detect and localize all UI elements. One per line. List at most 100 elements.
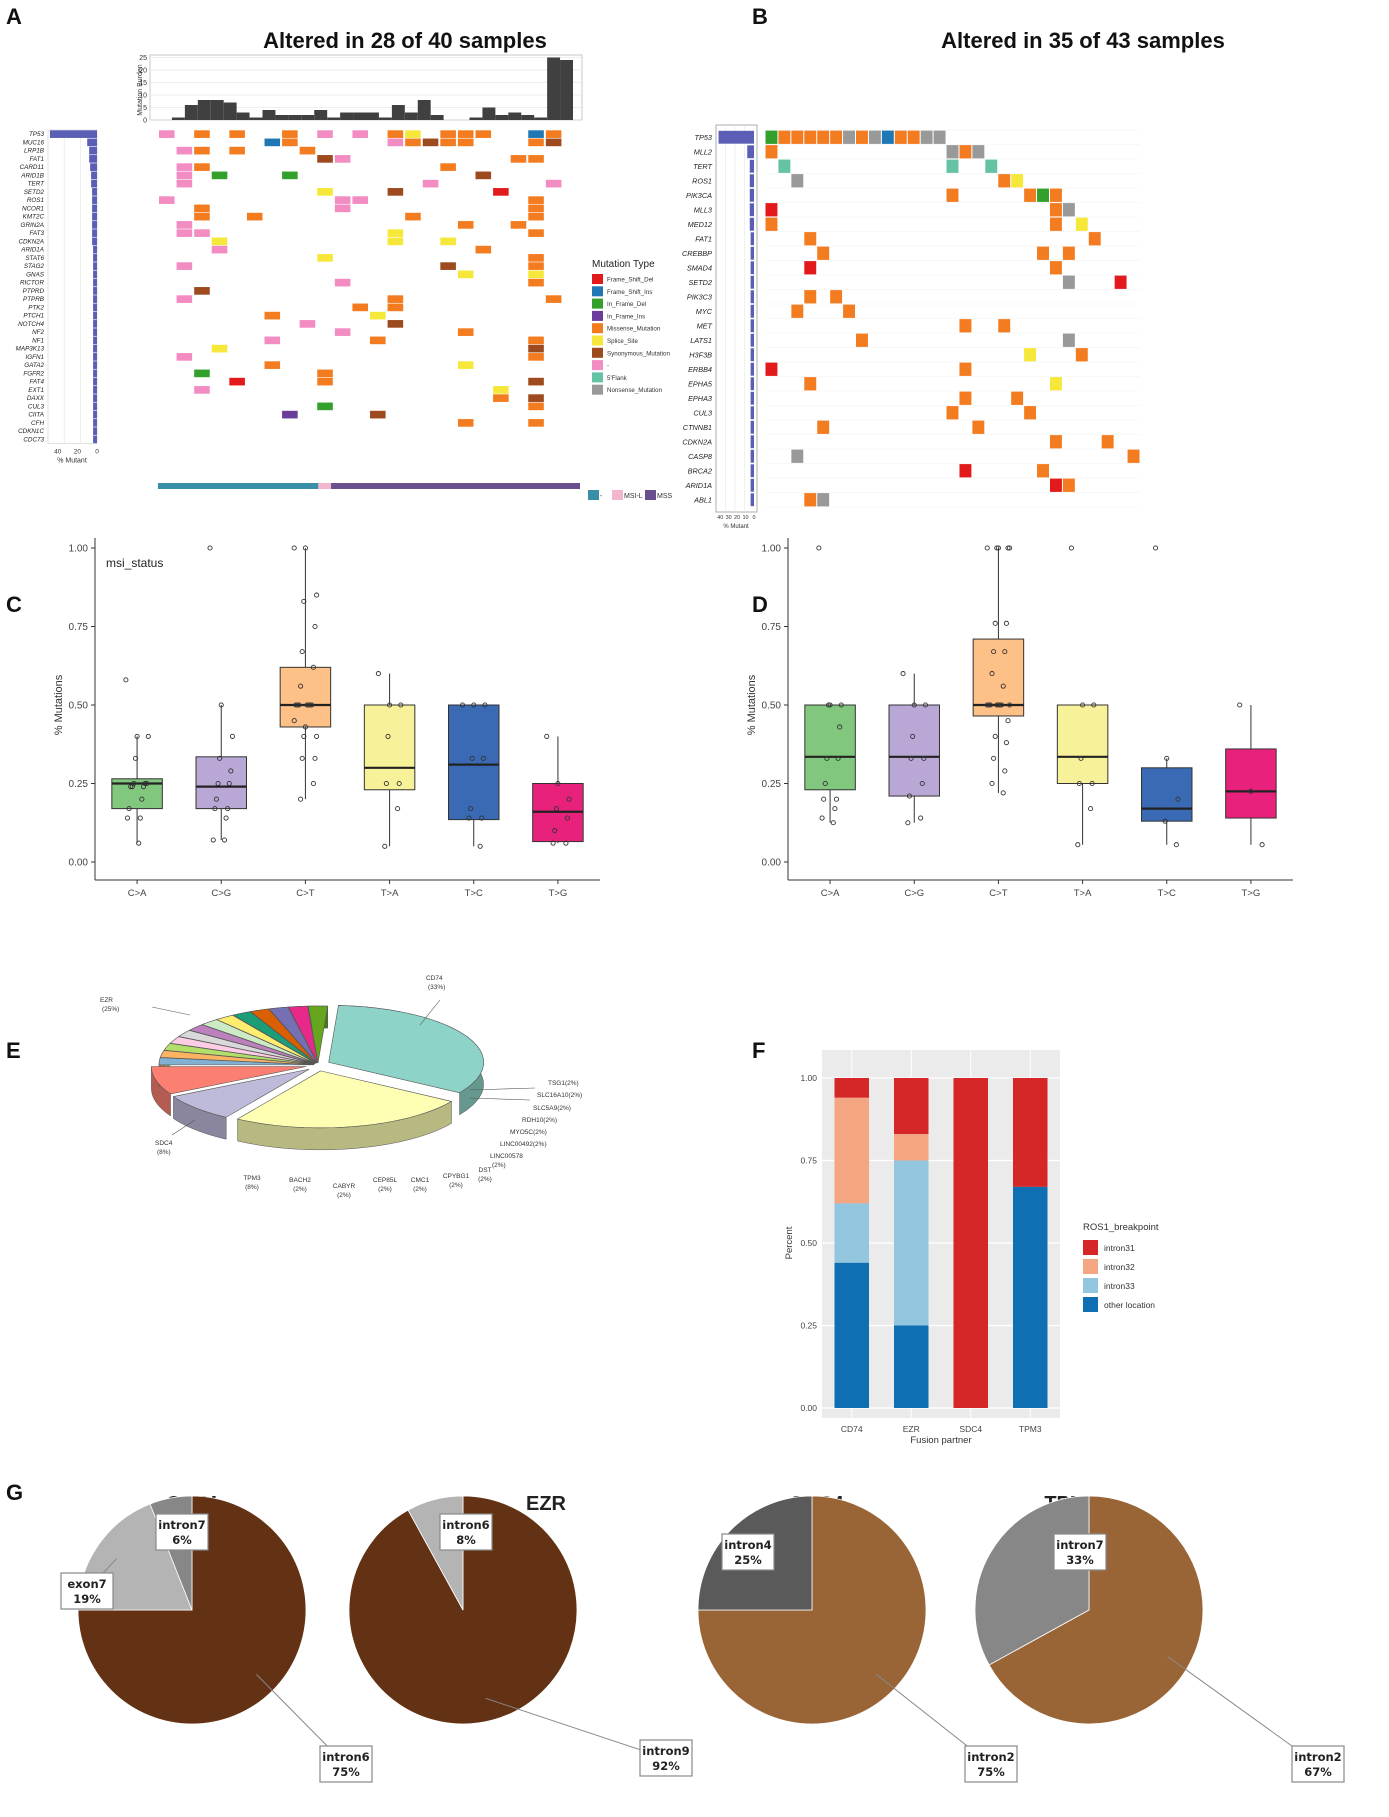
- y-tick-label: 0.25: [69, 779, 89, 790]
- mutation-cell: [765, 203, 778, 217]
- data-point: [918, 815, 924, 821]
- data-point: [1248, 788, 1254, 794]
- data-point: [467, 806, 474, 812]
- gene-label: ABL1: [693, 496, 712, 505]
- gene-label: FAT3: [30, 230, 45, 237]
- bar-segment: [893, 1134, 929, 1161]
- gene-label: CASP8: [688, 452, 713, 461]
- data-point: [482, 702, 488, 708]
- mutation-cell: [194, 369, 210, 378]
- mutation-cell: [545, 179, 562, 188]
- data-point: [212, 806, 218, 812]
- mutation-cell: [334, 204, 351, 213]
- burden-bar: [430, 115, 444, 120]
- mutation-cell: [317, 402, 333, 411]
- gene-label: MYC: [696, 307, 713, 316]
- mutation-cell: [804, 377, 817, 391]
- gene-label: EPHA3: [688, 394, 712, 403]
- panel-label-c: C: [6, 592, 22, 617]
- msi-legend-label: MSS: [657, 493, 673, 500]
- panel-b-percent-chart: 40 30 20 10 0% Mutant: [715, 124, 758, 530]
- burden-tick-label: 25: [139, 55, 147, 62]
- percent-bar: [750, 304, 754, 318]
- data-point: [471, 702, 477, 708]
- pie-label: SDC4: [155, 1140, 173, 1147]
- mutation-cell: [317, 130, 333, 138]
- percent-bar: [750, 420, 754, 434]
- data-point: [128, 784, 134, 790]
- data-point: [994, 702, 1000, 708]
- data-point: [137, 815, 143, 821]
- panel-b-gene-labels: TP53 MLL2 TERT ROS1 PIK3CA MLL3 MED12 FAT1 CREBB…: [682, 133, 713, 505]
- legend-label: In_Frame_Ins: [607, 313, 645, 320]
- pie-label: TPM3: [243, 1175, 261, 1182]
- gene-label: TERT: [28, 181, 45, 188]
- pie-label: CPYBG1: [443, 1173, 470, 1180]
- callout-label: intron4: [724, 1538, 771, 1552]
- data-point: [1078, 755, 1084, 761]
- mutation-cell: [299, 146, 316, 155]
- data-point: [999, 702, 1005, 708]
- data-point: [395, 806, 401, 812]
- x-tick-label: TPM3: [1019, 1424, 1042, 1434]
- data-point: [984, 702, 990, 708]
- mutation-cell: [843, 304, 856, 318]
- data-point: [991, 649, 997, 655]
- mutation-cell: [317, 155, 333, 163]
- percent-bar: [93, 427, 97, 435]
- mutation-cell: [907, 130, 920, 144]
- burden-tick-label: 15: [139, 80, 147, 87]
- percent-bar: [93, 328, 97, 336]
- data-point: [563, 840, 569, 846]
- burden-bar: [353, 112, 366, 120]
- callout-box: [639, 1739, 693, 1777]
- pie-label: MYO5C(2%): [510, 1129, 547, 1136]
- mutation-cell: [1062, 478, 1075, 492]
- mutation-cell: [1049, 203, 1062, 217]
- x-tick-label: EZR: [903, 1424, 920, 1434]
- x-tick-label: C>A: [821, 888, 840, 899]
- pie-slice: [201, 1019, 316, 1064]
- mutation-cell: [229, 377, 245, 386]
- mutation-cell: [791, 449, 804, 463]
- percent-bar: [93, 386, 97, 394]
- panel-label-e: E: [6, 1038, 21, 1063]
- gene-label: LRP1B: [24, 148, 44, 155]
- mutation-cell: [317, 188, 333, 196]
- panel-a-percent-chart: 40 20 0 % Mutant: [47, 129, 99, 465]
- mutation-cell: [972, 145, 985, 159]
- legend-swatch: [1083, 1297, 1098, 1312]
- data-point: [466, 815, 472, 821]
- y-tick-label: 0.50: [762, 701, 782, 712]
- mutation-cell: [334, 196, 351, 204]
- data-point: [136, 840, 142, 846]
- mutation-cell: [475, 245, 492, 254]
- y-tick-label: 0.75: [69, 622, 89, 633]
- data-point: [314, 733, 320, 739]
- percent-bar: [92, 204, 97, 213]
- mutation-cell: [159, 130, 175, 138]
- mutation-cell: [387, 229, 404, 237]
- percent-bar: [750, 333, 754, 347]
- data-point: [906, 793, 913, 799]
- mutation-cell: [387, 303, 404, 312]
- data-point: [922, 702, 929, 708]
- x-tick-label: C>T: [989, 888, 1007, 899]
- percent-bar: [750, 493, 754, 507]
- percent-bar: [49, 130, 97, 138]
- percent-bar: [92, 196, 97, 204]
- percent-tick-label: 20: [734, 515, 740, 521]
- mutation-cell: [959, 464, 972, 478]
- burden-bar: [197, 100, 211, 120]
- data-point: [816, 545, 822, 551]
- percent-bar: [750, 377, 754, 391]
- percent-bar: [93, 344, 97, 353]
- gene-label: CUL3: [28, 403, 45, 410]
- panel-c-boxplot: 0.00 0.25 0.50 0.75 1.00 % Mutations C>A C>G C>T…: [53, 538, 600, 899]
- data-point: [997, 702, 1003, 708]
- callout-label: exon7: [67, 1577, 106, 1591]
- gene-label: CFH: [31, 420, 44, 427]
- mutation-cell: [194, 229, 210, 237]
- mutation-cell: [457, 270, 474, 279]
